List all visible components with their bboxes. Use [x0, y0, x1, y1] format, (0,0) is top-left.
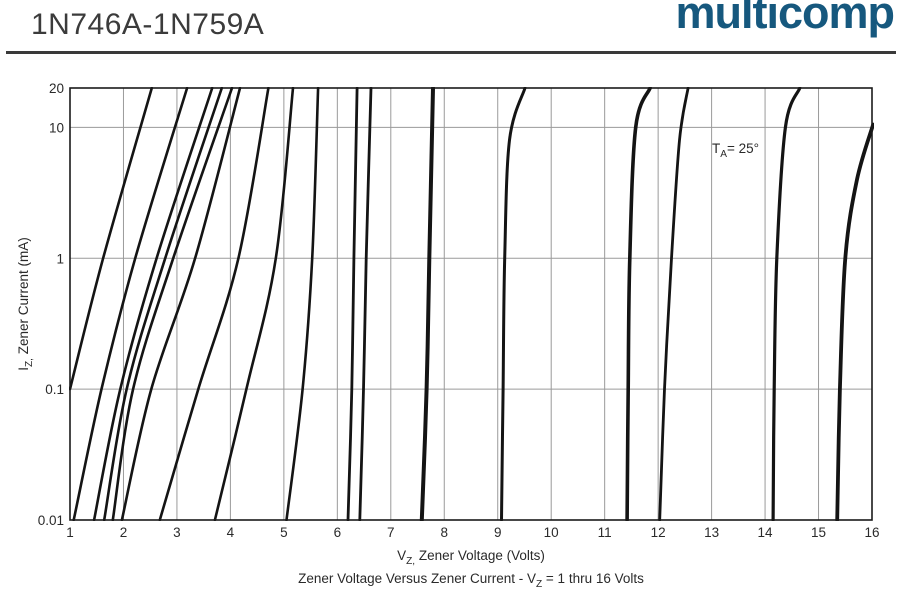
- zener-curve-4: [102, 87, 224, 521]
- x-tick-label: 15: [811, 525, 826, 540]
- zener-curve-1: [69, 87, 154, 391]
- zener-curve-12: [419, 87, 435, 521]
- y-tick-label: 1: [56, 251, 64, 266]
- zener-curve-10: [346, 87, 359, 521]
- zener-curve-7: [158, 87, 270, 521]
- zener-curve-2: [72, 87, 189, 521]
- x-tick-label: 9: [494, 525, 502, 540]
- zener-curve-3: [92, 87, 214, 521]
- y-tick-label: 20: [49, 81, 64, 96]
- x-tick-label: 7: [387, 525, 395, 540]
- zener-curve-8: [213, 87, 295, 521]
- zener-curve-11: [358, 87, 373, 521]
- zener-curve-17: [835, 122, 874, 521]
- header-divider: [6, 51, 896, 54]
- y-axis-title: IZ, Zener Current (mA): [16, 237, 35, 371]
- x-tick-label: 12: [651, 525, 666, 540]
- x-tick-label: 13: [704, 525, 719, 540]
- y-tick-label: 10: [49, 120, 64, 135]
- y-tick-labels: 20 10 1 0.1 0.01: [38, 81, 64, 528]
- zener-curve-13: [500, 87, 527, 521]
- part-number-title: 1N746A-1N759A: [31, 8, 265, 41]
- x-tick-label: 2: [120, 525, 128, 540]
- x-tick-label: 3: [173, 525, 181, 540]
- zener-curve-15: [658, 87, 690, 521]
- x-tick-label: 8: [441, 525, 449, 540]
- temperature-annotation: TA= 25°: [712, 141, 759, 160]
- x-tick-labels: 1 2 3 4 5 6 7 8 9 10 11 12 13 14 15 16: [66, 525, 879, 540]
- zener-curve-14: [625, 87, 652, 521]
- curves: [69, 87, 874, 521]
- x-tick-label: 5: [280, 525, 288, 540]
- zener-curve-9: [285, 87, 320, 521]
- y-tick-label: 0.01: [38, 513, 64, 528]
- x-tick-label: 4: [227, 525, 235, 540]
- x-axis-title: VZ, Zener Voltage (Volts): [397, 548, 545, 567]
- zener-curve-5: [111, 87, 234, 521]
- x-tick-label: 14: [758, 525, 774, 540]
- zener-curve-6: [120, 87, 242, 521]
- chart-caption: Zener Voltage Versus Zener Current - VZ …: [298, 571, 644, 590]
- x-tick-label: 1: [66, 525, 74, 540]
- x-tick-label: 16: [864, 525, 879, 540]
- x-tick-label: 11: [598, 525, 612, 540]
- brand-logo: multicomp: [675, 0, 895, 38]
- y-tick-label: 0.1: [45, 382, 64, 397]
- zener-curve-16: [771, 87, 802, 521]
- gridlines: [70, 88, 872, 520]
- x-tick-label: 6: [334, 525, 342, 540]
- plot-frame: [69, 87, 873, 521]
- x-tick-label: 10: [544, 525, 559, 540]
